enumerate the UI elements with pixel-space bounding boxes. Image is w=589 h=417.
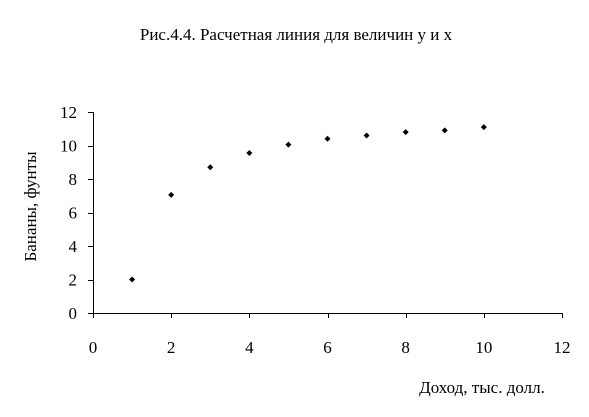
data-point	[441, 127, 448, 134]
data-point	[480, 124, 487, 131]
y-tick-label: 6	[69, 204, 78, 223]
y-tick-label: 2	[69, 271, 78, 290]
y-axis-label: Бананы, фунты	[21, 151, 40, 262]
y-tick-label: 8	[69, 170, 78, 189]
x-tick-label: 6	[323, 338, 332, 357]
x-tick-label: 2	[167, 338, 176, 357]
data-point	[402, 129, 409, 136]
y-tick-label: 4	[69, 237, 78, 256]
data-points	[129, 124, 487, 283]
x-tick-label: 8	[401, 338, 410, 357]
x-tick-label: 0	[89, 338, 98, 357]
data-point	[207, 164, 214, 171]
x-ticks: 0 2 4 6 8 10 12	[89, 313, 571, 357]
data-point	[324, 135, 331, 142]
y-tick-label: 0	[69, 304, 78, 323]
data-point	[168, 191, 175, 198]
x-axis-label: Доход, тыс. долл.	[419, 378, 545, 397]
x-tick-label: 10	[475, 338, 492, 357]
y-tick-label: 10	[60, 137, 77, 156]
y-tick-label: 12	[60, 103, 77, 122]
data-point	[285, 141, 292, 148]
y-ticks: 0 2 4 6 8 10 12	[60, 103, 93, 323]
data-point	[363, 132, 370, 139]
axes: 0 2 4 6 8 10 12 0 2 4 6 8 10 12	[60, 103, 571, 357]
x-tick-label: 4	[245, 338, 254, 357]
x-tick-label: 12	[554, 338, 571, 357]
chart-title: Рис.4.4. Расчетная линия для величин y и…	[140, 25, 453, 44]
data-point	[246, 150, 253, 157]
data-point	[129, 276, 136, 283]
